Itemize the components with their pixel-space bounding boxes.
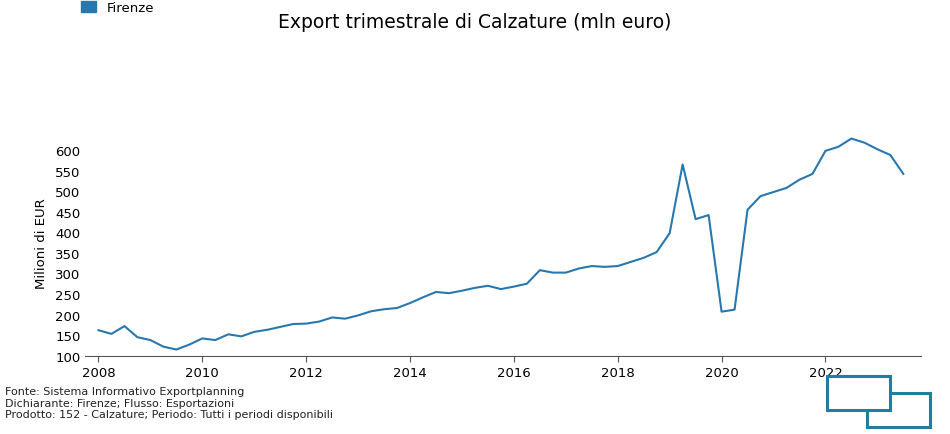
Bar: [827, 376, 890, 410]
Legend: Firenze: Firenze: [75, 0, 160, 20]
Text: Fonte: Sistema Informativo Exportplanning
Dichiarante: Firenze; Flusso: Esportaz: Fonte: Sistema Informativo Exportplannin…: [5, 386, 332, 419]
Bar: [867, 393, 930, 427]
Text: Export trimestrale di Calzature (mln euro): Export trimestrale di Calzature (mln eur…: [278, 13, 672, 32]
Y-axis label: Milioni di EUR: Milioni di EUR: [35, 198, 48, 288]
